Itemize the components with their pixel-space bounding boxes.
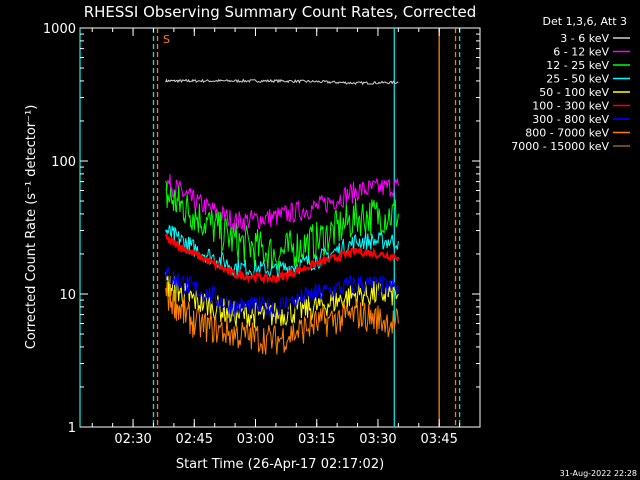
plot-frame <box>79 27 481 428</box>
x-tick-label-4: 03:30 <box>359 432 396 447</box>
series-line-4 <box>165 272 399 328</box>
legend-label-2: 12 - 25 keV <box>546 59 609 72</box>
x-axis-label: Start Time (26-Apr-17 02:17:02) <box>176 457 384 472</box>
x-axis: 02:30 02:45 03:00 03:15 03:30 03:45 <box>91 28 461 447</box>
x-tick-label-5: 03:45 <box>420 432 457 447</box>
series-line-2 <box>165 180 399 271</box>
flag-label: S <box>163 33 170 46</box>
x-tick-label-3: 03:15 <box>298 432 335 447</box>
y-axis: 1 10 100 1000 <box>43 22 480 436</box>
legend-label-5: 100 - 300 keV <box>532 100 609 113</box>
legend-label-6: 300 - 800 keV <box>532 113 609 126</box>
legend-label-3: 25 - 50 keV <box>546 73 609 86</box>
series-line-6 <box>165 266 399 318</box>
x-tick-label-1: 02:45 <box>176 432 213 447</box>
series-line-1 <box>165 173 399 232</box>
y-axis-label: Corrected Count Rate (s⁻¹ detector⁻¹) <box>24 105 39 350</box>
legend-title: Det 1,3,6, Att 3 <box>543 15 627 28</box>
y-tick-label-0: 1 <box>68 421 76 436</box>
plot-area <box>79 27 481 428</box>
chart-title: RHESSI Observing Summary Count Rates, Co… <box>84 3 477 21</box>
series-line-7 <box>165 281 399 355</box>
x-tick-label-0: 02:30 <box>114 432 151 447</box>
legend-label-1: 6 - 12 keV <box>553 46 609 59</box>
x-tick-label-2: 03:00 <box>237 432 274 447</box>
y-tick-label-1: 10 <box>59 288 76 303</box>
legend-label-4: 50 - 100 keV <box>539 86 609 99</box>
legend-label-8: 7000 - 15000 keV <box>511 140 609 153</box>
series-line-0 <box>165 78 399 86</box>
y-tick-label-3: 1000 <box>43 22 76 37</box>
y-tick-label-2: 100 <box>51 155 76 170</box>
footer-timestamp: 31-Aug-2022 22:28 <box>560 469 637 478</box>
series-line-5 <box>164 232 400 285</box>
legend-label-0: 3 - 6 keV <box>560 32 609 45</box>
legend-label-7: 800 - 7000 keV <box>525 127 609 140</box>
series-line-3 <box>165 224 399 280</box>
